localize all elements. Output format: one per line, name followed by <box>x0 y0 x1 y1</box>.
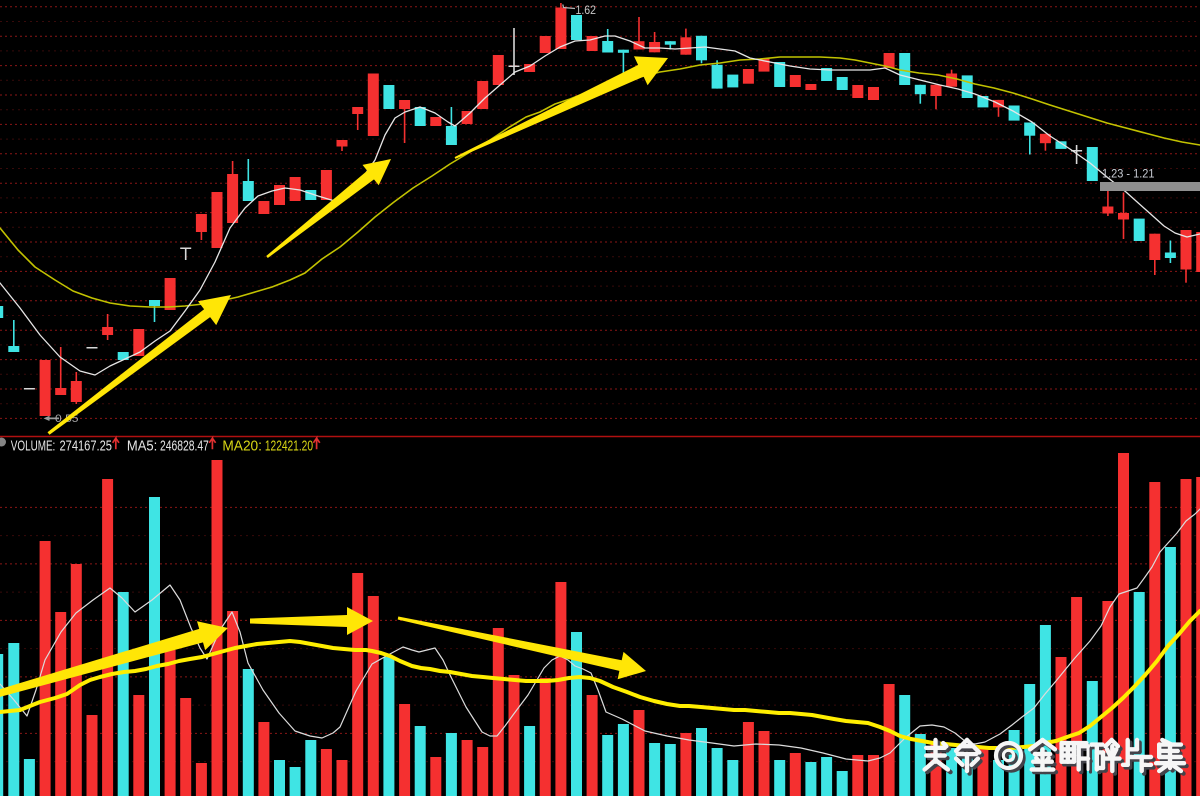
svg-text:246828.47: 246828.47 <box>160 437 209 454</box>
svg-text:MA20:: MA20: <box>222 437 262 454</box>
svg-text:1.62: 1.62 <box>576 5 597 17</box>
svg-text:1.23 - 1.21: 1.23 - 1.21 <box>1102 167 1155 181</box>
svg-text:VOLUME:: VOLUME: <box>11 437 56 454</box>
svg-text:274167.25: 274167.25 <box>60 437 112 454</box>
svg-text:MA5:: MA5: <box>127 437 157 454</box>
svg-text:122421.20: 122421.20 <box>265 437 313 454</box>
